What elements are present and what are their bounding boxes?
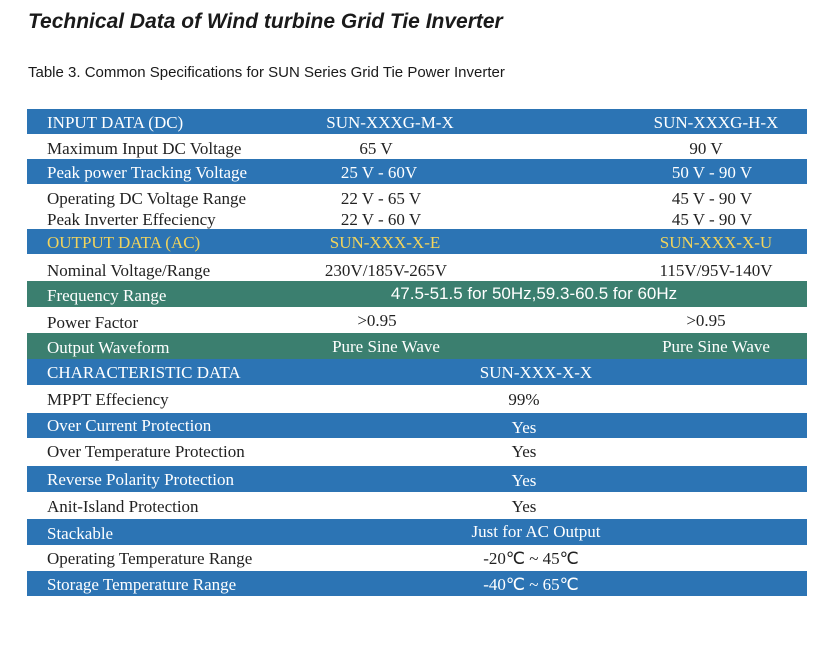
model-h-header: SUN-XXXG-H-X	[653, 113, 779, 132]
section-header-output: OUTPUT DATA (AC)	[47, 233, 201, 252]
table-row: Stackable Just for AC Output	[27, 519, 807, 545]
frequency-range-value: 47.5-51.5 for 50Hz,59.3-60.5 for 60Hz	[390, 284, 678, 303]
table-row-characteristic-header: CHARACTERISTIC DATA SUN-XXX-X-X	[27, 359, 807, 385]
table-row: Nominal Voltage/Range 230V/185V-265V 115…	[27, 254, 807, 281]
table-row: Peak Inverter Effeciency 22 V - 60 V 45 …	[27, 209, 807, 229]
section-header-characteristic: CHARACTERISTIC DATA	[47, 363, 241, 382]
table-row: Operating DC Voltage Range 22 V - 65 V 4…	[27, 184, 807, 209]
spec-value: -40℃ ~ 65℃	[483, 575, 579, 594]
spec-value: 22 V - 65 V	[340, 189, 422, 208]
table-row: Maximum Input DC Voltage 65 V 90 V	[27, 134, 807, 159]
spec-label: Output Waveform	[47, 338, 170, 357]
spec-label: Power Factor	[47, 313, 139, 332]
spec-value: 45 V - 90 V	[671, 210, 753, 229]
table-row: Over Current Protection Yes	[27, 413, 807, 438]
spec-value: Yes	[511, 418, 537, 437]
spec-value: Pure Sine Wave	[332, 337, 440, 356]
spec-value: Just for AC Output	[471, 522, 601, 541]
table-row: Anit-Island Protection Yes	[27, 492, 807, 519]
spec-label: Anit-Island Protection	[47, 497, 199, 516]
model-m-header: SUN-XXXG-M-X	[326, 113, 454, 132]
spec-value: 99%	[508, 390, 540, 409]
spec-label: Stackable	[47, 524, 114, 543]
spec-value: -20℃ ~ 45℃	[483, 549, 579, 568]
model-e-header: SUN-XXX-X-E	[329, 233, 441, 252]
spec-value: Pure Sine Wave	[662, 337, 770, 356]
table-row-output-header: OUTPUT DATA (AC) SUN-XXX-X-E SUN-XXX-X-U	[27, 229, 807, 254]
spec-label: Peak power Tracking Voltage	[47, 163, 248, 182]
spec-value: Yes	[511, 471, 537, 490]
spec-value: 90 V	[689, 139, 723, 158]
model-u-header: SUN-XXX-X-U	[659, 233, 773, 252]
table-row: Over Temperature Protection Yes	[27, 438, 807, 466]
spec-label: Frequency Range	[47, 286, 167, 305]
spec-label: Storage Temperature Range	[47, 575, 237, 594]
spec-label: Over Current Protection	[47, 416, 212, 435]
spec-label: MPPT Effeciency	[47, 390, 169, 409]
spec-label: Nominal Voltage/Range	[47, 261, 211, 280]
section-header-input: INPUT DATA (DC)	[47, 113, 184, 132]
spec-label: Over Temperature Protection	[47, 442, 245, 461]
spec-value: 45 V - 90 V	[671, 189, 753, 208]
table-row: Power Factor >0.95 >0.95	[27, 307, 807, 333]
spec-label: Reverse Polarity Protection	[47, 470, 234, 489]
spec-value: 50 V - 90 V	[671, 163, 753, 182]
model-x-header: SUN-XXX-X-X	[479, 363, 593, 382]
table-row: Storage Temperature Range -40℃ ~ 65℃	[27, 571, 807, 596]
spec-label: Peak Inverter Effeciency	[47, 210, 216, 229]
table-row: Reverse Polarity Protection Yes	[27, 466, 807, 492]
table-row-input-header: INPUT DATA (DC) SUN-XXXG-M-X SUN-XXXG-H-…	[27, 109, 807, 134]
page-title: Technical Data of Wind turbine Grid Tie …	[28, 10, 503, 33]
spec-label: Maximum Input DC Voltage	[47, 139, 242, 158]
spec-value: Yes	[511, 497, 537, 516]
spec-label: Operating DC Voltage Range	[47, 189, 247, 208]
spec-value: 65 V	[359, 139, 393, 158]
spec-value: 115V/95V-140V	[659, 261, 773, 280]
spec-value: >0.95	[357, 311, 397, 330]
table-row: Peak power Tracking Voltage 25 V - 60V 5…	[27, 159, 807, 184]
spec-value: 25 V - 60V	[340, 163, 418, 182]
spec-value: Yes	[511, 442, 537, 461]
spec-label: Operating Temperature Range	[47, 549, 253, 568]
spec-value: 230V/185V-265V	[324, 261, 448, 280]
spec-table: INPUT DATA (DC) SUN-XXXG-M-X SUN-XXXG-H-…	[27, 109, 807, 596]
spec-value: >0.95	[686, 311, 726, 330]
table-row: Output Waveform Pure Sine Wave Pure Sine…	[27, 333, 807, 359]
table-row: MPPT Effeciency 99%	[27, 385, 807, 413]
table-row: Operating Temperature Range -20℃ ~ 45℃	[27, 545, 807, 571]
spec-value: 22 V - 60 V	[340, 210, 422, 229]
table-row: Frequency Range 47.5-51.5 for 50Hz,59.3-…	[27, 281, 807, 307]
table-caption: Table 3. Common Specifications for SUN S…	[28, 64, 505, 81]
